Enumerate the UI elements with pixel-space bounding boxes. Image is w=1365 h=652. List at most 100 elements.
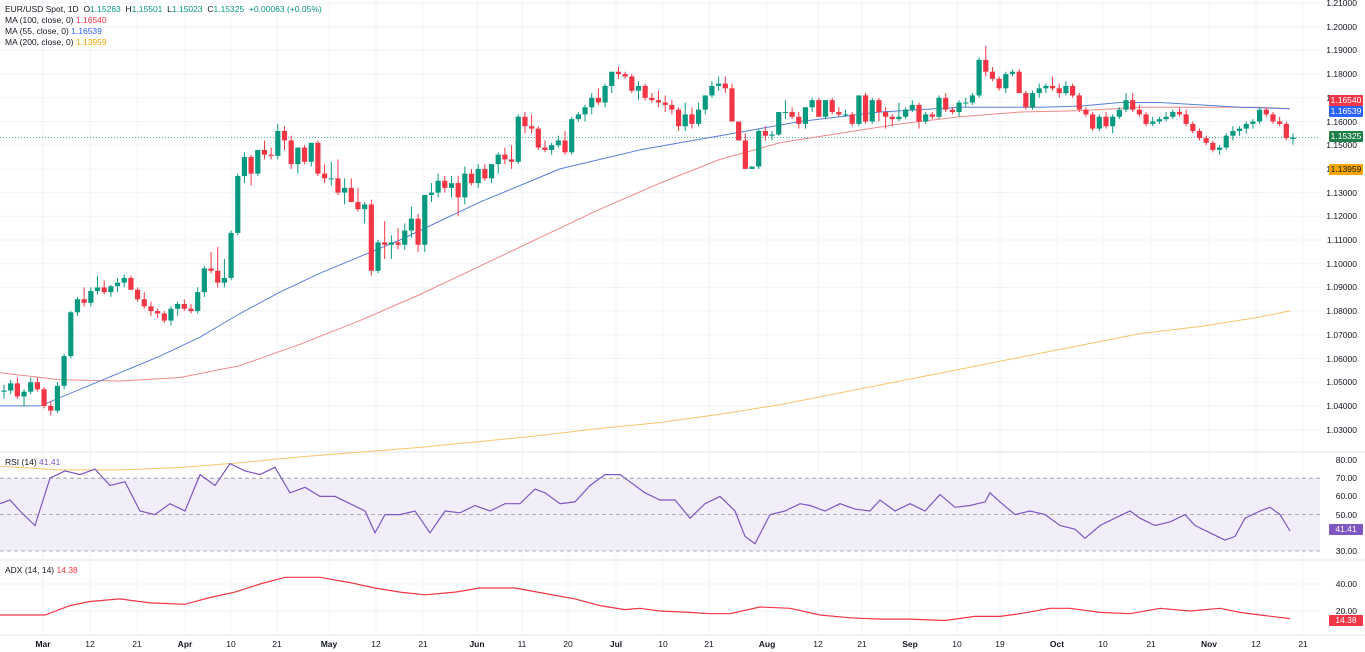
time-tick: 21 [704, 639, 714, 649]
candle-body [1216, 147, 1223, 150]
candle-body [101, 287, 107, 293]
time-tick: May [320, 639, 338, 649]
candle-body [1176, 112, 1183, 115]
candle-body [1283, 123, 1289, 139]
price-tick: 1.20000 [1326, 21, 1357, 32]
adx-tick: 40.00 [1335, 579, 1357, 589]
candle-body [108, 286, 114, 293]
candle-body [1063, 85, 1069, 94]
candle-body [1, 390, 7, 392]
candle-body [175, 303, 181, 309]
candle-body [1036, 88, 1042, 94]
candle-body [829, 100, 835, 113]
candle-body [121, 277, 127, 283]
candle-body [54, 385, 61, 411]
open-value: 1.15263 [90, 4, 121, 14]
ma100-line [0, 106, 1291, 382]
candle-body [936, 97, 942, 117]
ma100-legend[interactable]: MA (100, close, 0) 1.16540 [5, 15, 107, 25]
candle-body [1103, 116, 1109, 127]
candle-body [529, 126, 535, 129]
symbol-legend: EUR/USD Spot, 1D O1.15263 H1.15501 L1.15… [5, 4, 322, 14]
price-tick: 1.11000 [1326, 235, 1357, 245]
candle-body [1190, 123, 1196, 131]
candle-body [1257, 109, 1263, 122]
time-tick: Sep [902, 639, 918, 649]
candle-body [1210, 142, 1216, 150]
candle-body [722, 83, 728, 89]
candle-body [569, 119, 575, 153]
candle-body [929, 114, 935, 117]
candle-body [141, 299, 147, 307]
price-tick: 1.04000 [1326, 400, 1357, 411]
time-tick: 21 [418, 639, 428, 649]
time-tick: Mar [35, 639, 51, 649]
price-tick: 1.03000 [1326, 424, 1357, 435]
candle-body [94, 287, 101, 291]
candle-body [689, 114, 695, 124]
candle-body [1223, 135, 1229, 148]
candle-body [1183, 114, 1189, 124]
candle-body [1203, 138, 1209, 143]
candle-body [1290, 137, 1296, 139]
candle-body [148, 306, 154, 312]
adx-value-badge: 14.38 [1329, 615, 1363, 626]
candle-body [675, 109, 682, 127]
candle-body [816, 100, 822, 117]
candle-body [1130, 100, 1136, 110]
time-tick: 21 [857, 639, 867, 649]
candle-body [215, 270, 221, 283]
candle-body [362, 204, 368, 210]
candle-body [81, 299, 87, 303]
price-tick: 1.06000 [1326, 353, 1357, 364]
candle-body [388, 242, 394, 245]
rsi-legend[interactable]: RSI (14) 41.41 [5, 457, 61, 467]
candle-body [602, 85, 608, 103]
candle-body [255, 149, 261, 174]
candle-body [1163, 116, 1169, 120]
candle-body [328, 178, 334, 180]
candle-body [488, 164, 495, 179]
candle-body [949, 109, 955, 113]
candle-body [869, 100, 875, 122]
adx-legend[interactable]: ADX (14, 14) 14.38 [5, 565, 78, 575]
candle-body [382, 242, 388, 245]
candle-body [615, 71, 622, 75]
candle-body [1250, 121, 1256, 124]
candle-body [882, 112, 889, 117]
price-tick: 1.07000 [1326, 329, 1357, 340]
candle-body [809, 100, 815, 108]
candle-body [695, 109, 702, 124]
candle-body [649, 97, 655, 101]
candle-body [408, 218, 415, 231]
price-tick: 1.15000 [1326, 140, 1357, 151]
candle-body [1076, 95, 1082, 110]
candle-body [221, 277, 227, 283]
candle-body [822, 100, 829, 117]
rsi-tick: 50.00 [1335, 509, 1357, 520]
price-tick: 1.16000 [1326, 116, 1357, 127]
candle-body [228, 232, 234, 278]
price-tick: 1.18000 [1326, 69, 1357, 80]
candle-body [562, 140, 568, 153]
change-value: +0.00063 (+0.05%) [248, 4, 322, 14]
candle-body [14, 383, 20, 397]
time-tick: 12 [85, 639, 95, 649]
ma55-price-badge: 1.16539 [1329, 106, 1363, 117]
candle-body [8, 383, 14, 391]
candle-body [235, 176, 241, 233]
ma55-legend[interactable]: MA (55, close, 0) 1.16539 [5, 26, 102, 36]
candle-body [1049, 85, 1056, 89]
candle-body [1243, 123, 1249, 129]
candle-body [1070, 85, 1076, 96]
candle-body [549, 145, 555, 150]
candle-body [1083, 109, 1089, 115]
ma55-line [0, 102, 1291, 407]
price-tick: 1.10000 [1326, 258, 1357, 269]
candle-body [375, 242, 381, 271]
ma200-price-badge: 1.13959 [1329, 164, 1363, 175]
candle-body [415, 218, 421, 245]
candle-body [208, 268, 214, 271]
ma200-legend[interactable]: MA (200, close, 0) 1.13959 [5, 37, 107, 47]
